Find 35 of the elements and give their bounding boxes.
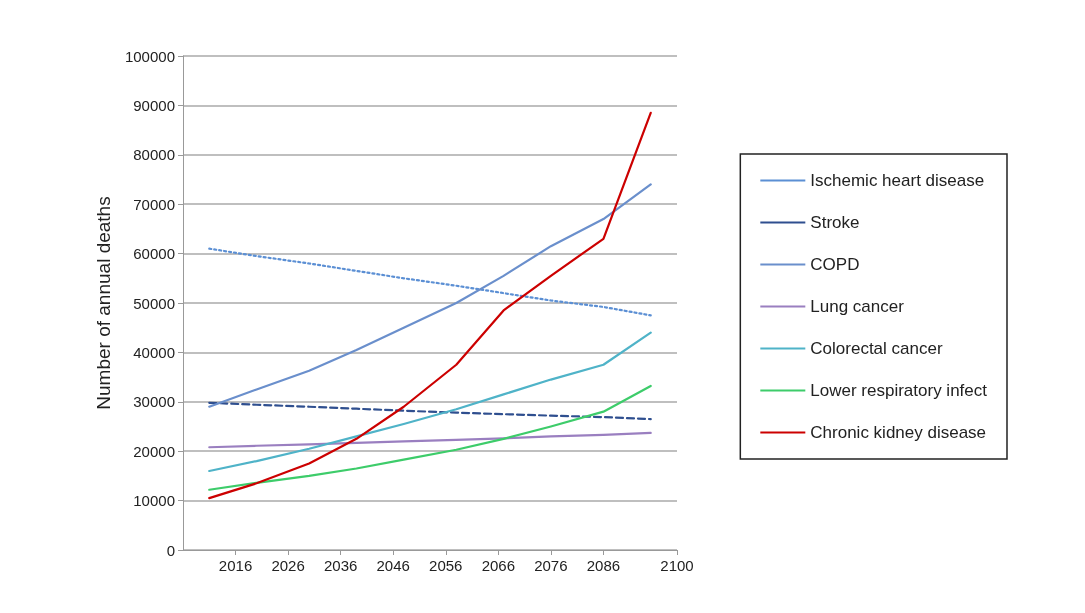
y-tick-label: 50000 — [133, 294, 175, 312]
x-tick-label: 2100 — [660, 557, 694, 574]
y-tick-label: 0 — [166, 541, 175, 559]
y-tick-label: 80000 — [133, 146, 175, 164]
y-tick-label: 70000 — [133, 195, 175, 213]
y-tick-label: 10000 — [133, 492, 175, 510]
legend-label: Ischemic heart disease — [810, 171, 985, 190]
line-series — [208, 111, 652, 500]
x-tick-label: 2056 — [429, 557, 463, 574]
line-series — [208, 331, 652, 473]
y-tick-label: 30000 — [133, 393, 175, 411]
line-series — [208, 247, 652, 317]
y-tick-label: 40000 — [133, 343, 175, 361]
y-tick-label: 90000 — [133, 96, 175, 114]
x-tick-label: 2046 — [376, 557, 410, 574]
line-series — [208, 431, 652, 449]
y-tick-label: 100000 — [124, 47, 175, 65]
x-tick-label: 2086 — [586, 557, 621, 574]
line-series — [208, 384, 652, 491]
x-tick-label: 2026 — [271, 557, 305, 574]
y-tick-label: 60000 — [133, 245, 175, 263]
legend-label: Lung cancer — [810, 297, 905, 316]
legend-label: COPD — [810, 255, 860, 274]
y-axis-title: Number of annual deaths — [93, 196, 114, 410]
legend-label: Lower respiratory infect — [810, 381, 988, 400]
line-series — [208, 183, 652, 408]
x-tick-label: 2076 — [534, 557, 568, 574]
x-tick-label: 2036 — [323, 557, 358, 574]
x-tick-label: 2016 — [218, 557, 253, 574]
line-series — [208, 401, 652, 421]
x-tick-label: 2066 — [481, 557, 516, 574]
legend-label: Stroke — [810, 213, 860, 232]
legend-label: Chronic kidney disease — [810, 423, 987, 442]
legend-label: Colorectal cancer — [810, 339, 943, 358]
y-tick-label: 20000 — [133, 442, 175, 460]
